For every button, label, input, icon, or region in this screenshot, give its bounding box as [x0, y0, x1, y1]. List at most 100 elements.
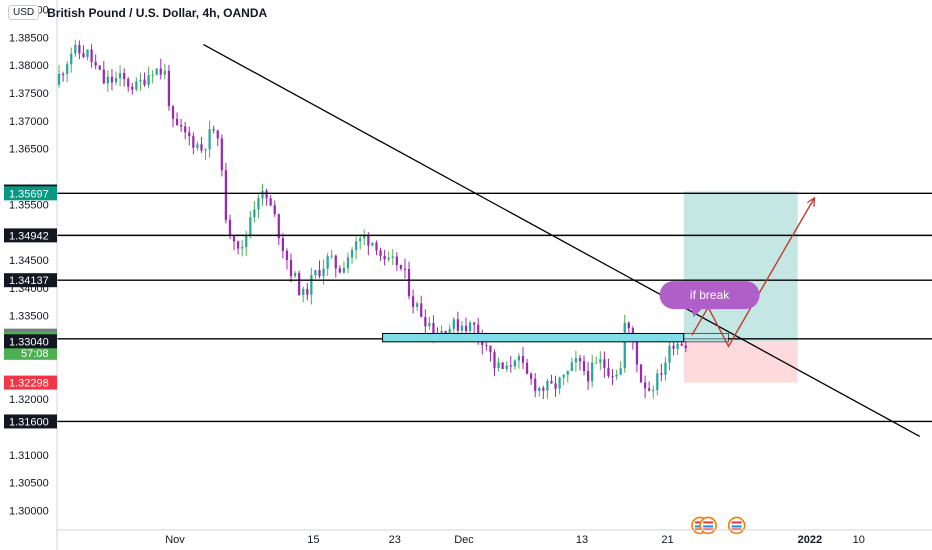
candle-body[interactable] [102, 69, 105, 84]
candle-body[interactable] [257, 198, 260, 210]
zone-extension[interactable] [683, 332, 730, 343]
candle-body[interactable] [570, 362, 573, 371]
candle-body[interactable] [603, 359, 606, 369]
candle-body[interactable] [473, 322, 476, 325]
candle-body[interactable] [127, 78, 130, 87]
candle-body[interactable] [289, 260, 293, 277]
candle-body[interactable] [566, 370, 569, 375]
candle-body[interactable] [367, 234, 370, 246]
candle-body[interactable] [578, 358, 582, 362]
candle-body[interactable] [106, 76, 109, 84]
candle-body[interactable] [110, 76, 114, 83]
candle-body[interactable] [175, 118, 179, 125]
support-resistance-zone[interactable] [382, 332, 685, 343]
candle-body[interactable] [676, 343, 679, 349]
candle-body[interactable] [643, 382, 647, 389]
candle-body[interactable] [147, 75, 150, 85]
candle-body[interactable] [513, 360, 516, 367]
candle-body[interactable] [660, 373, 663, 375]
candle-body[interactable] [542, 387, 545, 391]
candle-body[interactable] [623, 322, 626, 369]
candle-body[interactable] [212, 129, 215, 131]
candle-body[interactable] [330, 255, 333, 257]
candle-body[interactable] [171, 106, 175, 119]
candle-body[interactable] [460, 325, 464, 331]
candle-body[interactable] [86, 49, 89, 58]
candle-body[interactable] [607, 368, 610, 376]
candle-body[interactable] [322, 268, 325, 277]
candle-body[interactable] [57, 73, 61, 85]
candle-body[interactable] [517, 356, 521, 361]
candle-body[interactable] [599, 359, 602, 363]
candle-body[interactable] [298, 272, 301, 295]
if-break-callout[interactable]: if break [659, 281, 760, 318]
candle-body[interactable] [180, 124, 183, 127]
candle-body[interactable] [501, 362, 504, 370]
candle-body[interactable] [318, 270, 321, 277]
candle-body[interactable] [61, 73, 65, 75]
candle-body[interactable] [245, 235, 248, 248]
candle-body[interactable] [595, 362, 598, 364]
projection-path[interactable] [691, 199, 814, 348]
candle-body[interactable] [236, 241, 240, 249]
candle-body[interactable] [664, 362, 667, 375]
candle-body[interactable] [684, 345, 687, 348]
candle-body[interactable] [135, 81, 138, 90]
candle-body[interactable] [273, 205, 276, 215]
candle-body[interactable] [363, 234, 366, 239]
candle-body[interactable] [118, 73, 122, 79]
candle-body[interactable] [326, 256, 329, 269]
candle-body[interactable] [615, 374, 618, 377]
candle-body[interactable] [314, 270, 317, 276]
candle-body[interactable] [387, 257, 390, 260]
candle-body[interactable] [285, 250, 289, 261]
candle-body[interactable] [562, 374, 565, 378]
candle-body[interactable] [302, 288, 305, 295]
candle-body[interactable] [574, 358, 578, 363]
candle-body[interactable] [184, 126, 187, 133]
candle-body[interactable] [505, 365, 508, 370]
candle-body[interactable] [131, 86, 134, 90]
candle-body[interactable] [428, 323, 431, 327]
candle-body[interactable] [448, 328, 451, 337]
candle-body[interactable] [143, 79, 146, 85]
economic-event-flag[interactable] [727, 516, 746, 535]
candle-body[interactable] [350, 249, 354, 258]
candle-body[interactable] [403, 268, 407, 270]
candle-body[interactable] [452, 319, 455, 329]
candle-body[interactable] [464, 325, 468, 332]
candle-body[interactable] [277, 214, 280, 239]
candle-body[interactable] [424, 317, 427, 327]
candle-body[interactable] [652, 390, 655, 392]
candle-body[interactable] [468, 322, 472, 332]
candle-body[interactable] [94, 61, 97, 66]
candle-body[interactable] [269, 198, 272, 206]
candle-body[interactable] [379, 250, 382, 257]
candle-body[interactable] [383, 256, 386, 260]
descending-trend-line[interactable] [203, 43, 921, 438]
candle-body[interactable] [70, 53, 73, 65]
candle-body[interactable] [196, 144, 199, 148]
candle-body[interactable] [456, 319, 459, 331]
candle-body[interactable] [627, 322, 630, 329]
candle-body[interactable] [334, 255, 337, 269]
candle-body[interactable] [346, 257, 350, 269]
candle-body[interactable] [538, 387, 541, 391]
candle-body[interactable] [550, 380, 553, 384]
candle-body[interactable] [489, 345, 492, 353]
stop-zone[interactable] [683, 341, 798, 383]
candle-body[interactable] [338, 268, 341, 273]
candle-body[interactable] [546, 380, 549, 391]
candle-body[interactable] [668, 345, 671, 363]
candle-body[interactable] [375, 242, 378, 251]
candle-body[interactable] [188, 132, 191, 137]
candle-body[interactable] [261, 190, 264, 199]
candle-body[interactable] [680, 343, 683, 346]
candle-body[interactable] [399, 264, 403, 269]
candle-body[interactable] [159, 68, 162, 75]
candle-body[interactable] [672, 345, 675, 349]
candle-body[interactable] [74, 44, 77, 54]
candle-body[interactable] [98, 65, 101, 70]
candle-body[interactable] [493, 352, 496, 369]
